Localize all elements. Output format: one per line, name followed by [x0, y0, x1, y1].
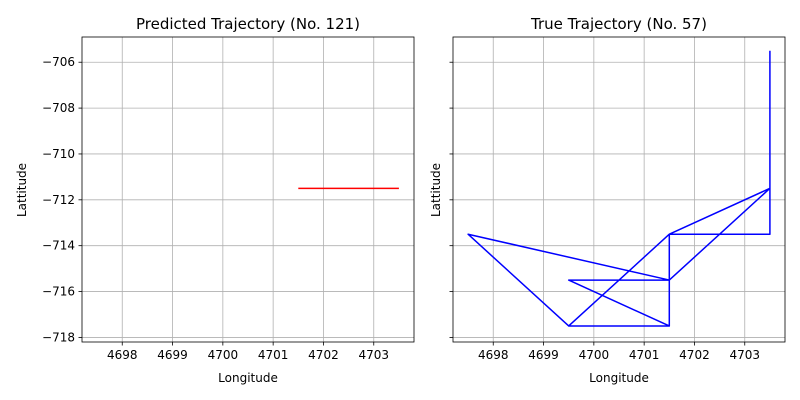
x-tick-label: 4702 [679, 348, 710, 362]
y-tick-label: −706 [42, 55, 75, 69]
chart-title: Predicted Trajectory (No. 121) [136, 15, 360, 33]
plot-frame [452, 36, 786, 343]
y-tick-label: −716 [42, 285, 75, 299]
y-tick-label: −712 [42, 193, 75, 207]
y-axis-label: Lattitude [15, 163, 29, 217]
x-tick-label: 4699 [157, 348, 188, 362]
y-tick-label: −708 [42, 101, 75, 115]
x-tick-label: 4699 [528, 348, 559, 362]
y-tick-label: −718 [42, 330, 75, 344]
y-axis-label: Lattitude [429, 163, 443, 217]
x-tick-label: 4700 [579, 348, 610, 362]
true-trajectory-panel: True Trajectory (No. 57) Longitude Latti… [429, 15, 786, 385]
grid [82, 37, 414, 342]
y-tick-label: −710 [42, 147, 75, 161]
predicted-trajectory-panel: Predicted Trajectory (No. 121) Longitude… [15, 15, 415, 385]
x-tick-label: 4701 [258, 348, 289, 362]
ticks: 4698 4699 4700 4701 4702 4703 −706 −708 −710 −712… [42, 55, 389, 362]
x-axis-label: Longitude [218, 371, 278, 385]
x-tick-label: 4698 [478, 348, 509, 362]
series-line [467, 50, 771, 327]
y-tick-label: −714 [42, 239, 75, 253]
plot-frame [81, 36, 415, 343]
x-axis-label: Longitude [589, 371, 649, 385]
x-tick-label: 4701 [629, 348, 660, 362]
ticks: 4698 4699 4700 4701 4702 4703 [449, 61, 760, 362]
chart-title: True Trajectory (No. 57) [530, 15, 707, 33]
x-tick-label: 4698 [107, 348, 138, 362]
x-tick-label: 4703 [358, 348, 389, 362]
x-tick-label: 4702 [308, 348, 339, 362]
grid [453, 37, 785, 342]
x-tick-label: 4700 [208, 348, 239, 362]
x-tick-label: 4703 [729, 348, 760, 362]
